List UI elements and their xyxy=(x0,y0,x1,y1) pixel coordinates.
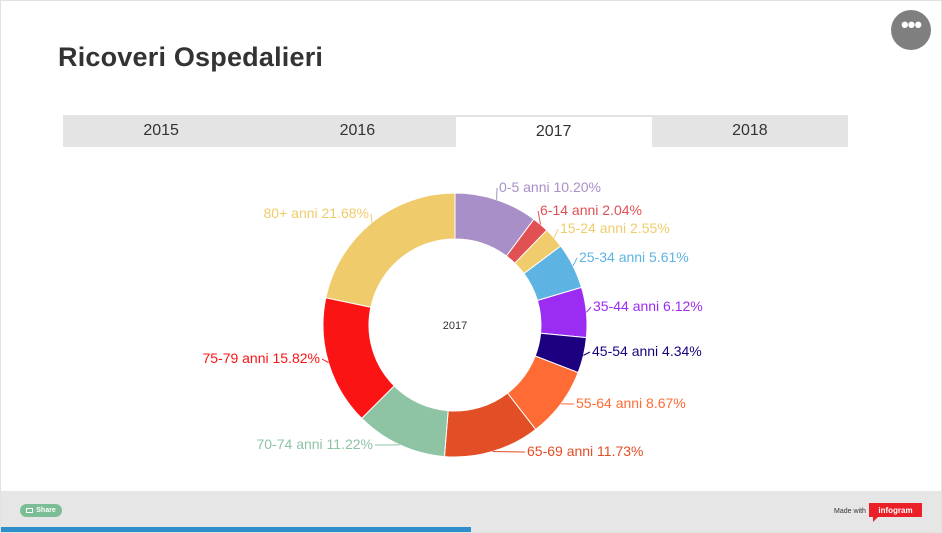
year-tabs: 2015 2016 2017 2018 xyxy=(63,115,848,147)
chart-center-label: 2017 xyxy=(443,320,467,332)
page-title: Ricoveri Ospedalieri xyxy=(58,42,324,72)
donut-chart: 0-5 anni 10.20% 6-14 anni 2.04% 15-24 anni… xyxy=(202,179,703,459)
share-icon xyxy=(26,508,34,513)
slice-label: 70-74 anni 11.22% xyxy=(257,436,374,452)
slice-leader-line xyxy=(321,358,329,364)
slice-label: 6-14 anni 2.04% xyxy=(540,202,642,218)
tab-2018[interactable]: 2018 xyxy=(732,122,768,139)
slice-label: 45-54 anni 4.34% xyxy=(592,343,702,359)
more-options-button[interactable]: ••• xyxy=(891,10,931,50)
slice-leader-line xyxy=(586,306,592,313)
footer-bar: Share Made with infogram xyxy=(1,491,941,527)
slice-label: 35-44 anni 6.12% xyxy=(593,298,703,314)
slice-label: 25-34 anni 5.61% xyxy=(579,249,689,265)
slice-leader-line xyxy=(583,351,591,356)
progress-track xyxy=(1,527,941,532)
slice-leader-line xyxy=(572,257,578,267)
made-with-label: Made with xyxy=(834,508,866,515)
tab-2015[interactable]: 2015 xyxy=(143,122,179,139)
share-label: Share xyxy=(36,507,56,514)
slice-label: 80+ anni 21.68% xyxy=(264,205,369,221)
share-button[interactable]: Share xyxy=(20,504,62,517)
tab-2016[interactable]: 2016 xyxy=(339,122,376,139)
slice-leader-line xyxy=(553,228,559,239)
slice-label: 65-69 anni 11.73% xyxy=(527,443,644,459)
more-icon: ••• xyxy=(900,12,922,37)
slice-leader-line xyxy=(537,210,542,225)
infogram-logo[interactable]: infogram xyxy=(869,503,922,517)
slice-label: 0-5 anni 10.20% xyxy=(499,179,601,195)
slice-label: 55-64 anni 8.67% xyxy=(576,395,686,411)
slice-label: 75-79 anni 15.82% xyxy=(202,350,320,366)
donut-slice[interactable] xyxy=(325,192,456,308)
progress-fill xyxy=(1,527,471,532)
slice-label: 15-24 anni 2.55% xyxy=(560,220,670,236)
infogram-logo-tail xyxy=(873,517,878,522)
slice-leader-line xyxy=(370,213,373,223)
tab-2017[interactable]: 2017 xyxy=(455,115,652,147)
